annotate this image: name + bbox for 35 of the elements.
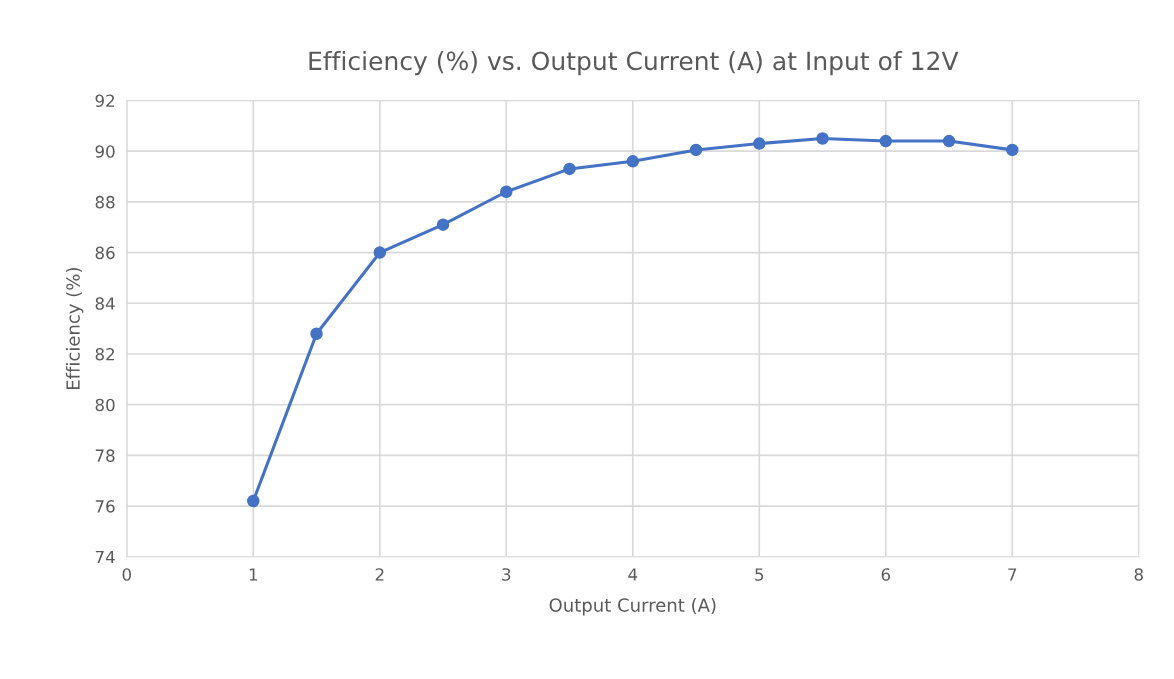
x-tick-label: 0 — [122, 568, 131, 581]
y-tick-label: 82 — [95, 347, 115, 361]
chart-title: Efficiency (%) vs. Output Current (A) at Input of 12V — [309, 50, 959, 76]
x-tick-label: 7 — [1008, 568, 1017, 581]
y-tick-label: 86 — [95, 246, 115, 260]
point — [436, 218, 450, 231]
point — [816, 132, 829, 145]
x-tick-label: 8 — [1134, 568, 1143, 581]
point — [563, 162, 576, 176]
point — [753, 137, 766, 150]
y-tick-label: 78 — [95, 449, 115, 462]
x-tick-label: 6 — [881, 568, 891, 581]
point — [247, 494, 260, 508]
point — [626, 155, 640, 168]
point — [942, 134, 956, 148]
y-tick-label: 80 — [95, 398, 115, 412]
x-tick-label: 4 — [628, 568, 638, 581]
y-axis-title: Efficiency (%) — [65, 268, 84, 389]
x-tick-label: 5 — [755, 568, 764, 581]
point — [879, 134, 893, 148]
point — [373, 246, 387, 259]
x-axis-title: Output Current (A) — [549, 597, 716, 616]
x-tick-label: 3 — [502, 568, 511, 581]
x-tick-label: 1 — [249, 568, 258, 581]
y-tick-label: 92 — [95, 94, 115, 108]
y-tick-label: 88 — [95, 195, 115, 209]
y-tick-label: 74 — [95, 550, 115, 564]
point — [500, 185, 513, 199]
y-tick-label: 90 — [95, 145, 115, 158]
point — [689, 143, 703, 157]
y-tick-label: 84 — [95, 297, 115, 310]
point — [310, 327, 323, 340]
y-tick-label: 76 — [95, 500, 115, 513]
point — [1006, 143, 1019, 157]
x-tick-label: 2 — [375, 568, 384, 581]
